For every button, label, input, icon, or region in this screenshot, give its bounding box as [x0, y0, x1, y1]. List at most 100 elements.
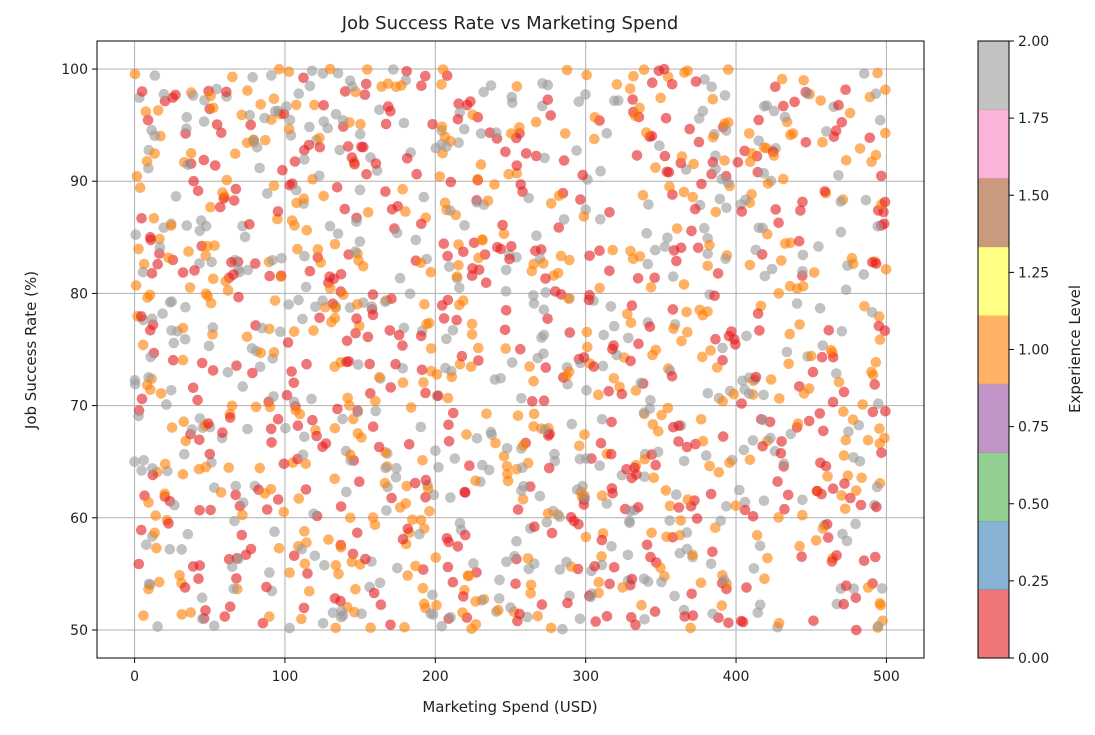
- scatter-point: [558, 214, 570, 225]
- scatter-point: [298, 193, 310, 204]
- scatter-point: [528, 421, 539, 432]
- scatter-point: [374, 104, 385, 116]
- scatter-point: [397, 183, 409, 195]
- scatter-point: [779, 111, 791, 123]
- scatter-point: [468, 558, 479, 569]
- scatter-point: [367, 512, 379, 523]
- scatter-point: [242, 423, 253, 435]
- scatter-point: [499, 324, 511, 336]
- scatter-point: [254, 361, 266, 373]
- scatter-point: [647, 77, 658, 88]
- scatter-point: [341, 335, 353, 347]
- scatter-point: [297, 449, 309, 461]
- scatter-point: [577, 169, 588, 181]
- scatter-point: [473, 342, 484, 354]
- scatter-point: [722, 64, 734, 75]
- scatter-point: [625, 317, 637, 329]
- scatter-point: [697, 351, 708, 363]
- scatter-point: [422, 483, 434, 495]
- scatter-point: [511, 167, 523, 179]
- scatter-point: [353, 255, 364, 266]
- scatter-point: [177, 354, 189, 366]
- scatter-point: [293, 493, 305, 504]
- scatter-point: [596, 490, 608, 502]
- colorbar-tick-label: 1.50: [1018, 188, 1049, 204]
- scatter-point: [466, 329, 478, 340]
- scatter-point: [516, 393, 527, 404]
- scatter-point: [553, 190, 565, 201]
- scatter-point: [500, 305, 512, 316]
- scatter-point: [847, 414, 859, 426]
- scatter-point: [448, 407, 459, 419]
- scatter-point: [451, 271, 463, 282]
- scatter-point: [494, 574, 505, 586]
- scatter-point: [485, 80, 497, 91]
- scatter-point: [553, 222, 565, 233]
- scatter-point: [318, 116, 330, 127]
- scatter-point: [758, 495, 770, 507]
- scatter-point: [711, 362, 723, 373]
- scatter-point: [180, 301, 191, 313]
- scatter-point: [751, 530, 763, 541]
- scatter-point: [525, 579, 537, 591]
- scatter-point: [870, 149, 882, 161]
- scatter-point: [154, 241, 166, 253]
- scatter-point: [705, 345, 716, 356]
- scatter-point: [273, 63, 285, 75]
- scatter-point: [880, 127, 891, 139]
- scatter-point: [301, 358, 312, 370]
- scatter-point: [649, 244, 661, 256]
- scatter-point: [200, 461, 212, 473]
- scatter-point: [141, 156, 153, 167]
- scatter-point: [390, 358, 401, 370]
- scatter-point: [366, 301, 378, 312]
- scatter-point: [858, 555, 870, 566]
- scatter-point: [362, 207, 374, 218]
- scatter-point: [204, 448, 216, 460]
- scatter-point: [821, 126, 832, 137]
- scatter-point: [289, 156, 301, 167]
- scatter-point: [356, 432, 367, 443]
- scatter-point: [540, 362, 552, 373]
- scatter-point: [159, 458, 171, 470]
- scatter-point: [641, 127, 652, 138]
- scatter-point: [292, 420, 304, 432]
- scatter-point: [286, 366, 297, 377]
- scatter-point: [563, 293, 574, 304]
- scatter-point: [679, 611, 690, 622]
- scatter-point: [166, 325, 177, 336]
- scatter-point: [773, 512, 784, 523]
- scatter-point: [205, 297, 217, 309]
- scatter-point: [221, 86, 232, 98]
- scatter-point: [819, 186, 831, 197]
- scatter-point: [209, 620, 220, 632]
- scatter-point: [445, 492, 456, 503]
- scatter-point: [370, 158, 382, 169]
- scatter-point: [226, 257, 237, 268]
- scatter-point: [871, 501, 882, 513]
- scatter-point: [692, 242, 704, 254]
- scatter-point: [623, 332, 634, 344]
- scatter-point: [511, 536, 522, 547]
- scatter-point: [318, 100, 330, 111]
- scatter-point: [304, 80, 316, 92]
- colorbar-segment: [978, 109, 1009, 179]
- scatter-point: [342, 392, 354, 404]
- scatter-point: [588, 361, 600, 372]
- scatter-point: [740, 194, 751, 206]
- scatter-point: [327, 607, 339, 618]
- scatter-point: [802, 88, 813, 99]
- scatter-point: [350, 246, 361, 257]
- scatter-point: [783, 358, 794, 370]
- scatter-point: [391, 227, 403, 239]
- plot-frame: [96, 40, 925, 659]
- scatter-point: [595, 437, 607, 449]
- scatter-point: [594, 460, 605, 472]
- scatter-point: [875, 599, 886, 611]
- scatter-point: [770, 204, 781, 215]
- scatter-point: [276, 252, 287, 264]
- scatter-point: [874, 114, 886, 126]
- scatter-point: [669, 590, 680, 602]
- scatter-point: [417, 582, 429, 594]
